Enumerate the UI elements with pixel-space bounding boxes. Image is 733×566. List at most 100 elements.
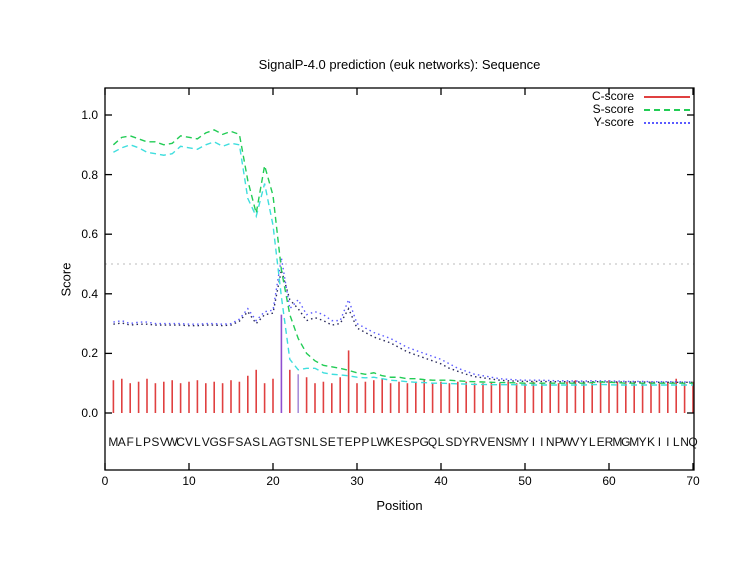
legend-row-s-score: S-score xyxy=(540,103,690,116)
x-tick-label: 10 xyxy=(182,474,196,488)
chart-title: SignalP-4.0 prediction (euk networks): S… xyxy=(258,57,541,72)
sequence-letter: P xyxy=(352,435,362,449)
sequence-letter: Y xyxy=(579,435,588,449)
sequence-letter: W xyxy=(376,435,388,449)
sequence-letter: Q xyxy=(688,435,698,449)
sequence-letter: G xyxy=(276,435,287,449)
sequence-letter: L xyxy=(194,435,201,449)
x-tick-label: 30 xyxy=(350,474,364,488)
sequence-letter: S xyxy=(294,435,303,449)
sequence-letter: R xyxy=(604,435,614,449)
sequence-letter: S xyxy=(445,435,454,449)
sequence-letter: N xyxy=(495,435,505,449)
sequence-letter: N xyxy=(680,435,689,449)
sequence-letter: I xyxy=(531,435,536,449)
sequence-letter: P xyxy=(361,435,370,449)
sequence-letter: S xyxy=(151,435,160,449)
sequence-letter: P xyxy=(554,435,563,449)
legend-sample-c-score-line xyxy=(644,95,690,98)
y-tick-label: 0.8 xyxy=(81,167,98,182)
sequence-letter: E xyxy=(596,435,605,449)
sequence-letter: K xyxy=(386,435,395,449)
sequence-letter: E xyxy=(344,435,353,449)
sequence-letter: V xyxy=(201,435,210,449)
x-tick-label: 0 xyxy=(101,474,109,488)
sequence-letter: Y xyxy=(638,435,647,449)
legend: C-score S-score Y-score xyxy=(540,90,690,129)
sequence-letter: S xyxy=(504,435,513,449)
sequence-letter: M xyxy=(629,435,640,449)
x-axis-label: Position xyxy=(376,498,423,513)
sequence-letter: S xyxy=(252,435,261,449)
sequence-letter: E xyxy=(327,435,336,449)
sequence-letter: D xyxy=(453,435,463,449)
sequence-letter: I xyxy=(657,435,662,449)
legend-row-c-score: C-score xyxy=(540,90,690,103)
y-tick-label: 0.4 xyxy=(81,286,98,301)
sequence-letter: W xyxy=(561,435,573,449)
sequence-letter: F xyxy=(227,435,235,449)
y-tick-label: 0.6 xyxy=(81,227,98,242)
sequence-letter: N xyxy=(302,435,311,449)
legend-sample-y-score-line xyxy=(644,121,690,124)
x-tick-label: 50 xyxy=(518,474,532,488)
sequence-letter: L xyxy=(672,435,680,449)
legend-label-c-score: C-score xyxy=(591,89,634,103)
sequence-letter: I xyxy=(666,435,670,449)
sequence-letter: K xyxy=(646,435,656,449)
sequence-letter: T xyxy=(286,435,294,449)
s-score-line xyxy=(112,129,693,384)
sequence-letter: S xyxy=(218,435,227,449)
sequence-letter: N xyxy=(545,435,555,449)
sequence-letter: P xyxy=(411,435,420,449)
sequence-letter: L xyxy=(437,435,445,449)
sequence-letter: A xyxy=(243,435,252,449)
sequence-letter: G xyxy=(209,435,219,449)
sequence-letter: S xyxy=(235,435,244,449)
sequence-letter: P xyxy=(142,435,152,449)
sequence-letter: Y xyxy=(520,435,530,449)
sequence-letter: S xyxy=(319,435,328,449)
sequence-letter: W xyxy=(166,435,178,449)
sequence-letter: V xyxy=(478,435,488,449)
sequence-letter: Q xyxy=(427,435,438,449)
legend-row-y-score: Y-score xyxy=(540,116,690,129)
sequence-letter: V xyxy=(571,435,580,449)
sequence-letter: A xyxy=(117,435,126,449)
s-score-alt-line xyxy=(113,141,693,386)
x-tick-label: 60 xyxy=(602,474,616,488)
y-tick-label: 0.0 xyxy=(81,406,98,420)
y-axis-label: Score xyxy=(58,262,74,297)
legend-label-s-score: S-score xyxy=(592,102,634,116)
sequence-letter: R xyxy=(470,435,479,449)
y-score-alt-line xyxy=(113,269,693,384)
sequence-letter: E xyxy=(487,435,496,449)
sequence-letter: L xyxy=(370,435,378,449)
y-score-line xyxy=(113,257,693,383)
x-tick-label: 20 xyxy=(266,474,280,488)
sequence-letter: E xyxy=(394,435,404,449)
sequence-letter: L xyxy=(261,435,268,449)
sequence-letter: V xyxy=(184,435,194,449)
plot-border xyxy=(104,87,695,471)
sequence-letter: L xyxy=(311,435,319,449)
sequence-letter: G xyxy=(419,435,429,449)
sequence-letter: S xyxy=(403,435,412,449)
sequence-letter: V xyxy=(159,435,168,449)
y-tick-label: 1.0 xyxy=(81,108,98,122)
sequence-letter: M xyxy=(612,435,623,449)
sequence-letter: T xyxy=(336,435,344,449)
sequence-letter: G xyxy=(621,435,631,449)
sequence-letter: A xyxy=(268,435,278,449)
sequence-letter: F xyxy=(126,435,134,449)
sequence-letter: I xyxy=(540,435,544,449)
sequence-letter: L xyxy=(588,435,596,449)
sequence-letter: M xyxy=(511,435,522,449)
x-tick-label: 40 xyxy=(434,474,448,488)
legend-sample-s-score-line xyxy=(644,108,690,111)
legend-label-y-score: Y-score xyxy=(593,115,634,129)
sequence-letter: Y xyxy=(462,435,471,449)
sequence-letter: L xyxy=(135,435,142,449)
